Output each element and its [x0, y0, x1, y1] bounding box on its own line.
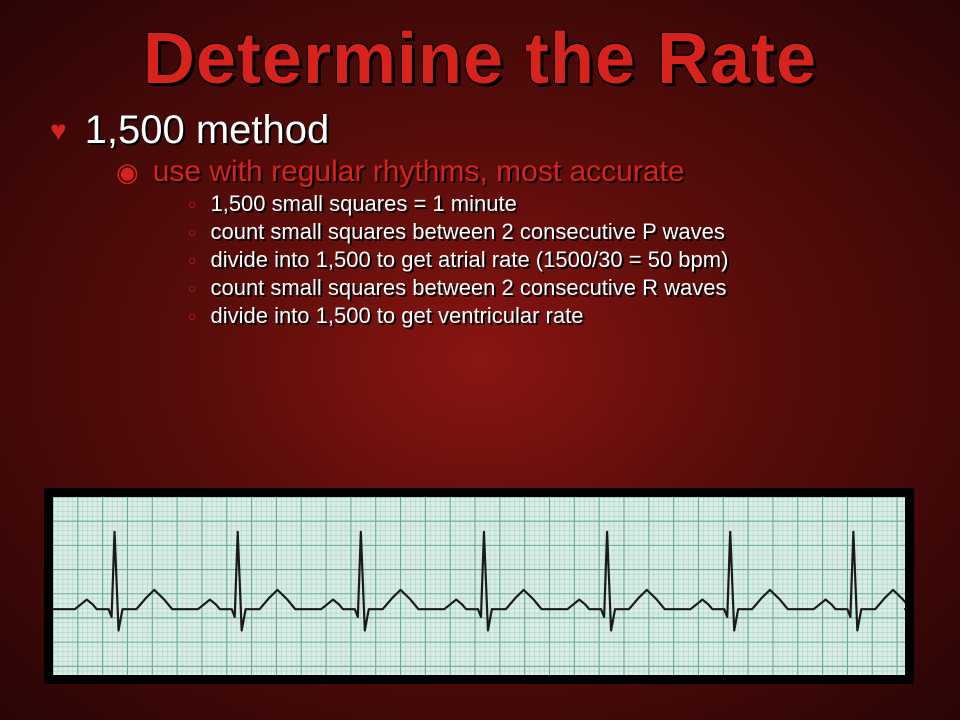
bullet-level3: ○ divide into 1,500 to get atrial rate (… [188, 247, 914, 273]
circle-icon: ○ [188, 197, 196, 211]
bullet-level3: ○ count small squares between 2 consecut… [188, 219, 914, 245]
ecg-image-frame [44, 488, 914, 684]
slide-root: Determine the Rate ♥ 1,500 method ◉ use … [0, 0, 960, 720]
circle-icon: ○ [188, 309, 196, 323]
circle-icon: ○ [188, 225, 196, 239]
level3-text: count small squares between 2 consecutiv… [210, 219, 724, 245]
bullet-level1: ♥ 1,500 method [50, 108, 914, 153]
level2-text: use with regular rhythms, most accurate [153, 155, 685, 189]
bullet-level3: ○ 1,500 small squares = 1 minute [188, 191, 914, 217]
bullet-level3: ○ divide into 1,500 to get ventricular r… [188, 303, 914, 329]
level3-text: 1,500 small squares = 1 minute [210, 191, 516, 217]
heart-icon: ♥ [50, 117, 67, 145]
slide-title: Determine the Rate [46, 18, 914, 100]
target-icon: ◉ [116, 159, 139, 185]
ecg-strip [53, 497, 905, 675]
level1-text: 1,500 method [85, 108, 330, 153]
level3-text: divide into 1,500 to get ventricular rat… [210, 303, 583, 329]
level3-text: count small squares between 2 consecutiv… [210, 275, 726, 301]
ecg-svg [53, 497, 905, 675]
bullet-level2: ◉ use with regular rhythms, most accurat… [116, 155, 914, 189]
circle-icon: ○ [188, 281, 196, 295]
level3-text: divide into 1,500 to get atrial rate (15… [210, 247, 728, 273]
circle-icon: ○ [188, 253, 196, 267]
bullet-level3: ○ count small squares between 2 consecut… [188, 275, 914, 301]
